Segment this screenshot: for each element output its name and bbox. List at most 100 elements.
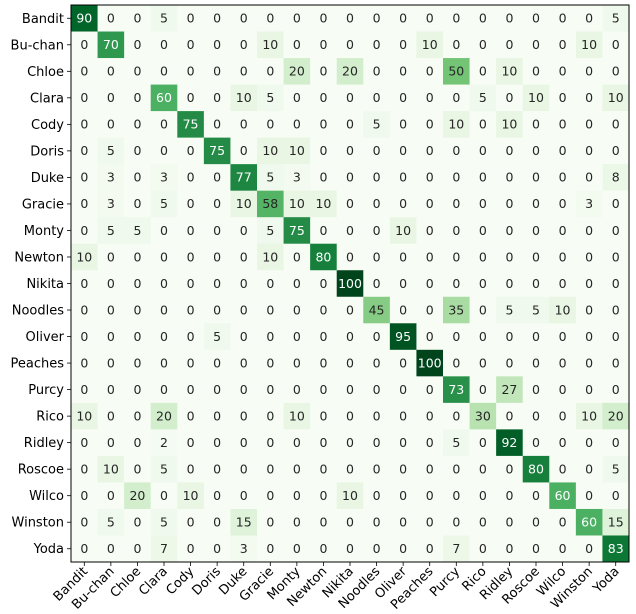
heatmap-cell [575,5,603,32]
heatmap-cell [230,84,258,112]
heatmap-cell [363,455,391,483]
heatmap-cell [150,5,178,32]
heatmap-cell [71,323,98,351]
heatmap-cell [522,137,550,165]
cell-value-label: 0 [319,515,327,530]
heatmap-cell [203,535,231,563]
cell-value-label: 10 [236,196,252,211]
cell-value-label: 0 [612,117,620,132]
heatmap-cell [549,323,577,351]
cell-value-label: 5 [612,11,620,26]
cell-value-label: 0 [426,541,434,556]
heatmap-cell [97,455,125,483]
heatmap-cell [443,296,470,324]
cell-value-label: 0 [266,488,274,503]
heatmap-cell [150,58,178,85]
heatmap-cell [230,323,258,351]
cell-value-label: 0 [213,11,221,26]
heatmap-cell [363,349,391,377]
cell-value-label: 0 [505,11,513,26]
cell-value-label: 0 [187,37,195,52]
cell-value-label: 0 [293,37,301,52]
cell-value-label: 0 [80,276,88,291]
cell-value-label: 0 [160,249,168,264]
cell-value-label: 0 [399,276,407,291]
cell-value-label: 0 [160,382,168,397]
heatmap-cell [71,84,98,112]
cell-value-label: 0 [585,276,593,291]
cell-value-label: 0 [240,276,248,291]
heatmap-cell [230,535,258,563]
heatmap-cell [203,217,231,245]
heatmap-cell [97,323,125,351]
cell-value-label: 5 [612,461,620,476]
heatmap-cell [389,455,417,483]
heatmap-cell [310,429,338,457]
heatmap-cell [549,5,577,32]
heatmap-cell [549,164,577,192]
heatmap-cell [416,296,444,324]
cell-value-label: 0 [399,143,407,158]
heatmap-cell [416,58,444,85]
cell-value-label: 5 [133,223,141,238]
heatmap-cell [124,84,152,112]
cell-value-label: 0 [293,435,301,450]
cell-value-label: 0 [612,249,620,264]
heatmap-cell [310,349,338,377]
cell-value-label: 0 [373,64,381,79]
cell-value-label: 0 [293,461,301,476]
heatmap-cell [469,111,497,139]
heatmap-cell [575,455,603,483]
cell-value-label: 0 [346,170,354,185]
heatmap-cell [97,349,125,377]
cell-value-label: 5 [505,302,513,317]
cell-value-label: 0 [240,302,248,317]
cell-value-label: 0 [319,37,327,52]
cell-value-label: 0 [373,90,381,105]
heatmap-cell [496,243,524,271]
cell-value-label: 0 [505,515,513,530]
heatmap-cell [416,137,444,165]
cell-value-label: 0 [346,143,354,158]
heatmap-cell [283,482,311,510]
heatmap-cell [230,190,258,218]
heatmap-cell [363,402,391,430]
cell-value-label: 10 [76,249,92,264]
heatmap-cell [230,137,258,165]
cell-value-label: 0 [532,382,540,397]
heatmap-cell [257,31,284,59]
heatmap-cell [389,323,417,351]
heatmap-cell [150,482,178,510]
y-tick-label: Oliver [26,330,65,345]
heatmap-cell [310,508,338,536]
heatmap-cell [177,270,205,298]
heatmap-cell [310,482,338,510]
heatmap-cell [124,535,152,563]
heatmap-cell [602,402,630,430]
cell-value-label: 0 [559,329,567,344]
heatmap-cell [602,429,630,457]
y-tick-label: Ridley [24,436,65,451]
heatmap-cell [336,111,364,139]
cell-value-label: 5 [266,90,274,105]
heatmap-cell [150,429,178,457]
heatmap-cell [150,111,178,139]
cell-value-label: 0 [133,143,141,158]
heatmap-cell [336,402,364,430]
cell-value-label: 0 [160,302,168,317]
heatmap-cell [496,323,524,351]
heatmap-cell [177,535,205,563]
cell-value-label: 0 [133,170,141,185]
heatmap-cell [416,111,444,139]
cell-value-label: 3 [160,170,168,185]
heatmap-cell [310,31,338,59]
cell-value-label: 100 [418,355,442,370]
heatmap-cell [389,5,417,32]
heatmap-cell [283,349,311,377]
heatmap-cell [97,5,125,32]
heatmap-cell [389,508,417,536]
cell-value-label: 0 [319,11,327,26]
heatmap-cell [71,31,98,59]
heatmap-cell [310,58,338,85]
cell-value-label: 0 [187,249,195,264]
